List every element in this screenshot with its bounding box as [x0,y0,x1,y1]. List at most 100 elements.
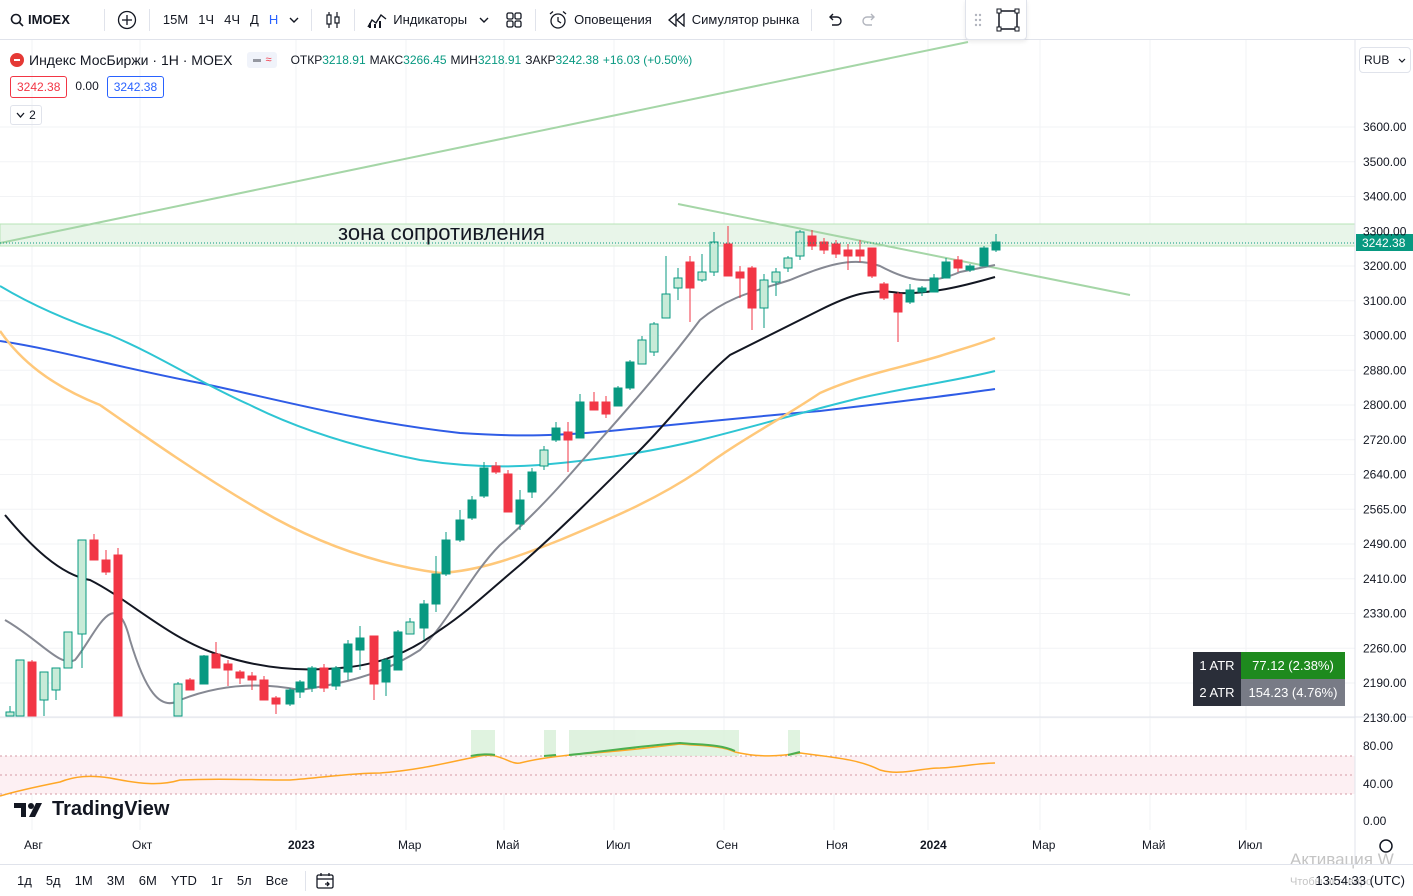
falling-trendline[interactable] [677,203,1131,296]
close-value: 3242.38 [555,53,599,67]
price-axis-label: 3500.00 [1363,155,1407,169]
spread-value: 0.00 [75,79,99,93]
sell-button[interactable]: 3242.38 [10,76,68,98]
chevron-down-icon [16,112,25,118]
candle [539,446,549,470]
atr-value: 77.12 (2.38%) [1241,652,1345,679]
candle [917,286,927,296]
price-axis-label: 3300.00 [1363,224,1407,238]
change-value: +16.03 (+0.50%) [602,53,693,67]
utc-clock[interactable]: 13:54:33 (UTC) [1315,873,1405,888]
candle [223,660,233,686]
rsi-line-overbought [470,741,801,757]
candle [551,422,561,442]
candle [491,462,501,474]
resistance-zone[interactable] [0,223,1356,247]
symbol-label: IMOEX [28,12,70,27]
range-ytd[interactable]: YTD [170,873,197,888]
candles-icon [326,11,340,28]
candle [905,284,915,304]
atr-row-2: 2 ATR 154.23 (4.76%) [1193,679,1345,706]
rsi-line [0,743,996,797]
currency-select[interactable]: RUB [1359,47,1411,73]
range-all[interactable]: Все [265,873,289,888]
price-axis-label: 2330.00 [1363,607,1407,621]
ma-cyan [0,285,996,468]
ma-gray [4,260,996,705]
range-1m[interactable]: 1М [74,873,93,888]
chart-legend: Индекс МосБиржи · 1Н · MOEX ≈ ОТКР 3218.9… [10,50,696,70]
candle [673,268,683,300]
candle [211,642,221,669]
time-axis-label: Май [496,838,520,852]
range-5y[interactable]: 5л [236,873,252,888]
indicators-label: Индикаторы [393,12,468,27]
range-1y[interactable]: 1г [210,873,223,888]
candle [759,274,769,328]
price-axis-label: 2720.00 [1363,433,1407,447]
atr-panel: 1 ATR 77.12 (2.38%) 2 ATR 154.23 (4.76%) [1193,652,1345,706]
ohlc-values: ОТКР 3218.91 МАКС 3266.45 МИН 3218.91 ЗАКР 3… [291,53,697,67]
rectangle-tool-icon[interactable] [996,8,1020,32]
drag-handle-icon[interactable] [974,13,982,27]
price-chart[interactable]: зона сопротивления 3242.38 3600.00 3500.0… [0,40,1413,864]
candle [855,240,865,262]
range-5d[interactable]: 5д [45,873,61,888]
time-axis-label: Сен [716,838,738,852]
candle [405,618,415,635]
tradingview-logo-icon [14,802,42,817]
last-price-tag-label: 3242.38 [1362,236,1406,250]
chevron-down-icon [1398,58,1406,63]
rsi-overbought-fills [471,730,800,756]
candle [503,470,513,513]
chevron-down-icon[interactable] [289,17,299,23]
candle [185,678,195,691]
alerts-button[interactable]: Оповещения [540,0,660,40]
legend-status-pill[interactable]: ≈ [246,52,277,68]
indicators-button[interactable]: Индикаторы [359,0,497,40]
calendar-goto-icon[interactable] [316,872,336,890]
candle [783,256,793,272]
range-6m[interactable]: 6М [138,873,157,888]
drawing-toolbar-float[interactable] [965,0,1027,40]
compare-button[interactable] [109,0,145,40]
range-1d[interactable]: 1д [17,873,32,888]
time-axis-label: Июл [1238,838,1262,852]
rising-trendline[interactable] [0,41,969,244]
replay-label: Симулятор рынка [691,12,800,27]
legend-title[interactable]: Индекс МосБиржи · 1Н · MOEX [29,52,233,68]
redo-button[interactable] [852,0,888,40]
range-3m[interactable]: 3М [106,873,125,888]
price-axis-label: 2800.00 [1363,398,1407,412]
timeframe-week[interactable]: Н [268,12,279,27]
trade-buttons: 3242.38 0.00 3242.38 [10,76,165,98]
timeframe-15m[interactable]: 15М [162,12,189,27]
candle [431,556,441,612]
low-label: МИН [450,53,478,67]
buy-button[interactable]: 3242.38 [106,76,165,98]
chart-type-button[interactable] [316,0,350,40]
settings-gear-icon[interactable] [1379,839,1393,853]
high-value: 3266.45 [403,53,447,67]
candle [89,534,99,561]
candle [953,256,963,272]
templates-button[interactable] [497,0,531,40]
indicators-collapse-button[interactable]: 2 [10,105,42,125]
undo-button[interactable] [816,0,852,40]
symbol-search[interactable]: IMOEX [0,0,78,40]
candle [843,244,853,270]
candle [929,274,939,293]
candle [723,226,733,277]
windows-activation-hint: Чтобы активиро [1290,876,1373,888]
low-value: 3218.91 [477,53,522,67]
redo-icon [862,13,876,26]
timeframe-4h[interactable]: 4Ч [224,12,241,27]
close-label: ЗАКР [525,53,556,67]
timeframe-1h[interactable]: 1Ч [198,12,215,27]
tradingview-logo[interactable]: TradingView [14,798,169,821]
timeframe-day[interactable]: Д [250,12,259,27]
replay-button[interactable]: Симулятор рынка [660,0,807,40]
undo-icon [829,13,842,26]
candle [697,254,707,282]
atr-value: 154.23 (4.76%) [1241,679,1345,706]
